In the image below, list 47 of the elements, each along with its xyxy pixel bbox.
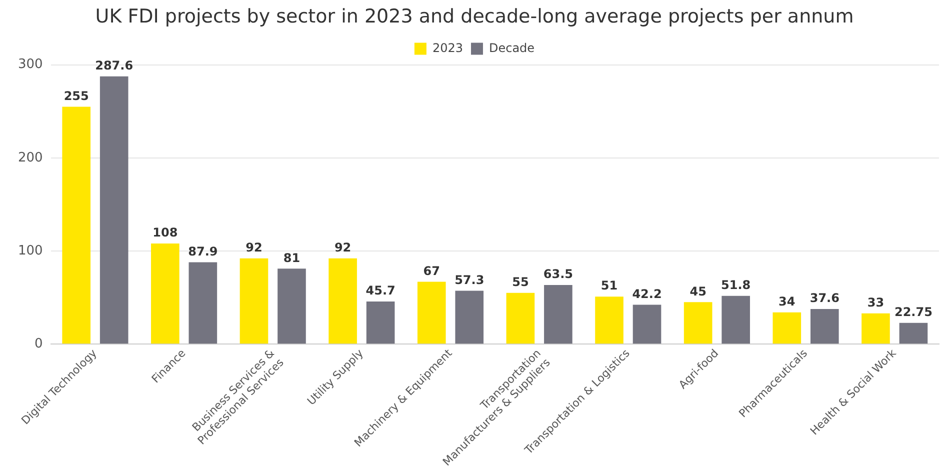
bar — [862, 313, 890, 344]
data-label: 108 — [152, 226, 178, 240]
data-label: 37.6 — [810, 291, 840, 306]
data-label: 55 — [512, 274, 529, 289]
bar — [544, 284, 572, 344]
data-label: 42.2 — [632, 286, 662, 301]
bar — [240, 258, 268, 344]
legend-label: Decade — [488, 40, 535, 55]
bar — [455, 290, 484, 344]
data-label: 67 — [423, 264, 440, 278]
bar — [810, 309, 839, 344]
data-label: 57.3 — [454, 272, 484, 287]
bar — [417, 282, 446, 344]
data-label: 63.5 — [543, 267, 573, 282]
bar — [100, 76, 128, 344]
data-label: 81 — [283, 250, 300, 265]
bar — [506, 292, 535, 344]
chart-title: UK FDI projects by sector in 2023 and decade-long average projects per annum — [95, 5, 854, 28]
y-tick-label: 0 — [34, 336, 43, 352]
bar — [684, 302, 712, 344]
data-label: 45.7 — [366, 284, 396, 298]
data-label: 87.9 — [188, 244, 218, 258]
bar — [899, 322, 928, 344]
y-tick-label: 100 — [18, 243, 43, 258]
data-label: 34 — [778, 294, 796, 309]
bar — [328, 258, 357, 344]
bar — [722, 296, 750, 344]
data-label: 51.8 — [721, 278, 751, 292]
bar — [632, 304, 662, 344]
bar — [772, 312, 802, 344]
bar — [595, 296, 624, 344]
y-tick-label: 300 — [18, 57, 43, 72]
legend-label: 2023 — [432, 40, 463, 55]
bar — [366, 302, 395, 344]
data-label: 45 — [690, 284, 706, 298]
data-label: 92 — [246, 240, 262, 255]
data-label: 22.75 — [894, 305, 932, 320]
data-label: 255 — [64, 88, 89, 103]
data-label: 92 — [334, 240, 352, 255]
bar — [151, 244, 180, 344]
bar — [62, 106, 91, 344]
bar — [278, 268, 306, 344]
y-tick-label: 200 — [18, 150, 43, 166]
data-label: 51 — [600, 278, 618, 293]
data-label: 287.6 — [95, 58, 134, 72]
bar — [188, 262, 218, 344]
data-label: 33 — [867, 295, 884, 310]
